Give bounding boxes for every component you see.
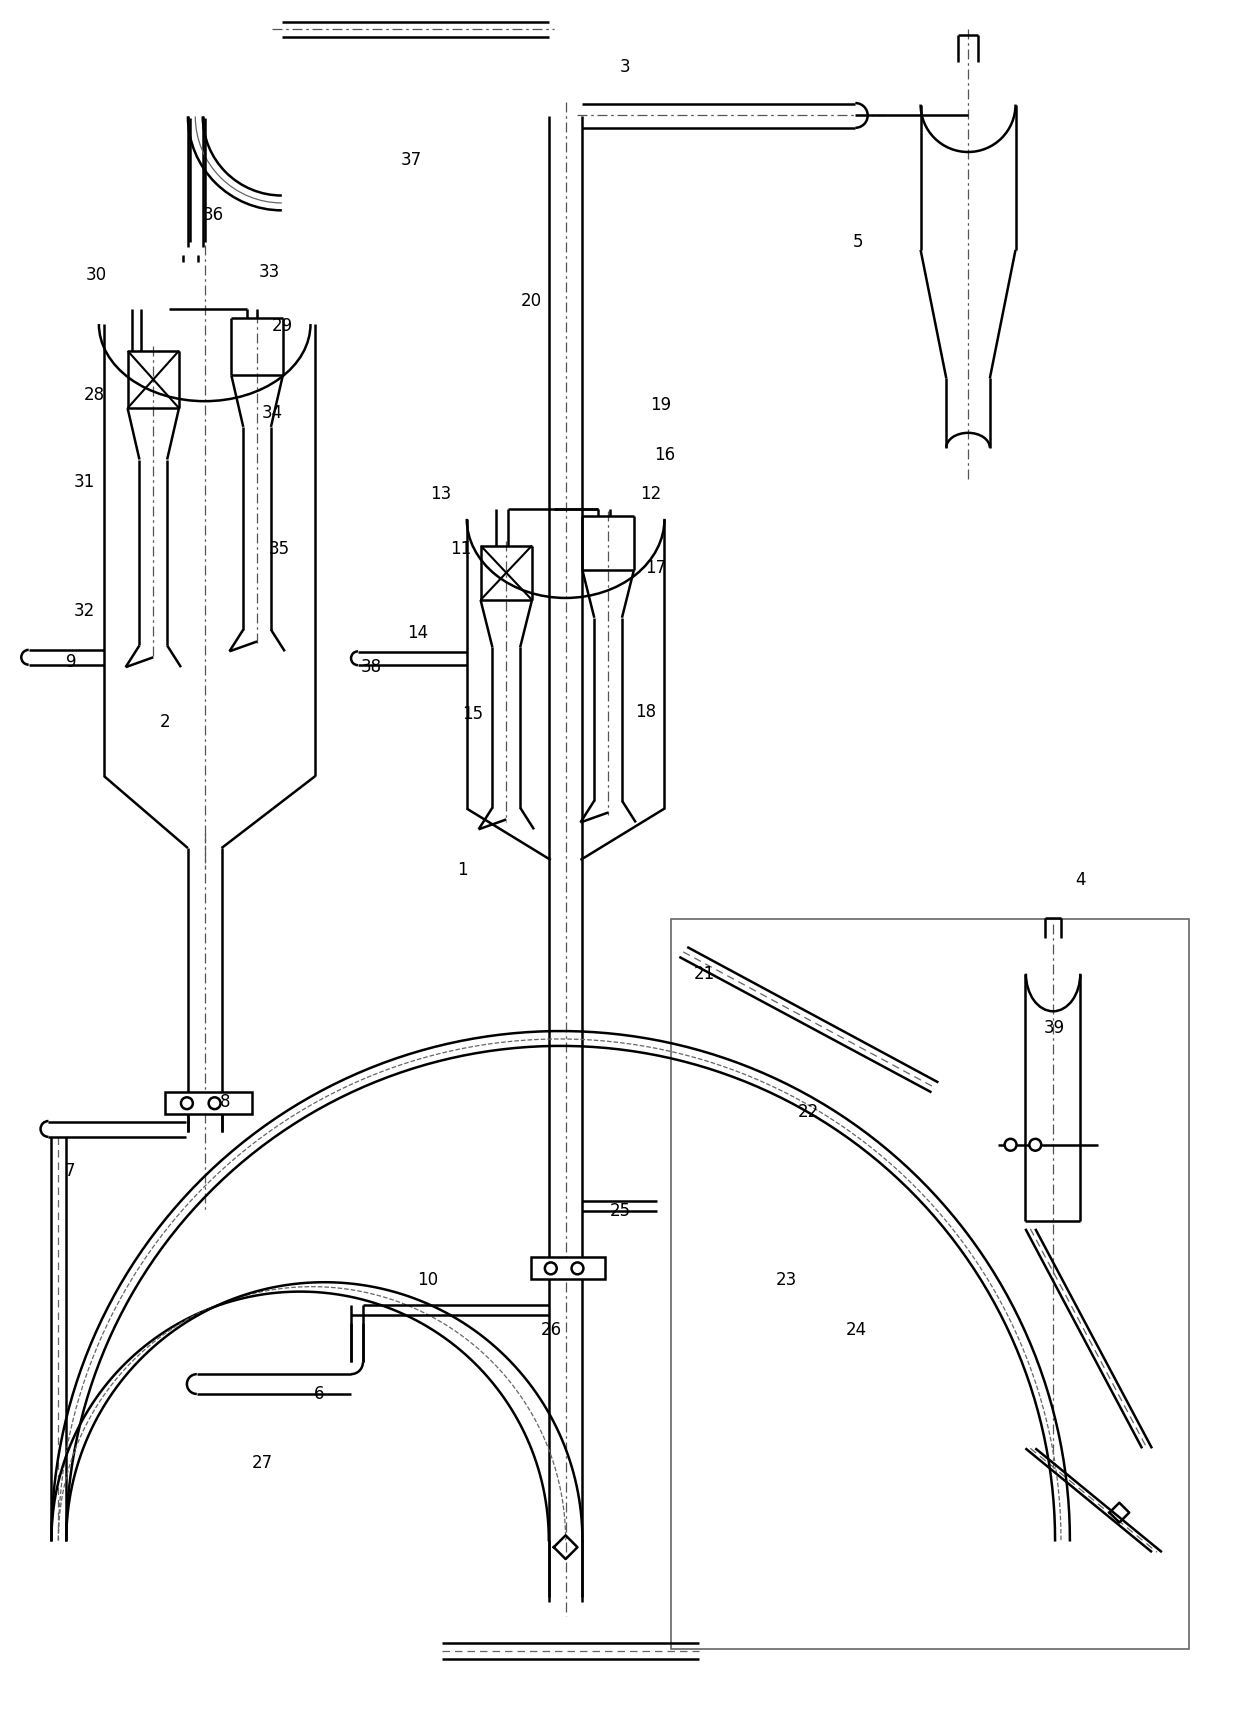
Circle shape [208, 1098, 221, 1110]
Text: 32: 32 [74, 601, 95, 620]
Text: 26: 26 [541, 1321, 562, 1338]
Text: 34: 34 [262, 404, 283, 423]
Text: 28: 28 [84, 387, 105, 404]
Text: 20: 20 [521, 292, 542, 311]
Bar [531, 1258, 605, 1280]
Text: 1: 1 [456, 861, 467, 880]
Circle shape [1029, 1139, 1042, 1151]
Text: 6: 6 [314, 1385, 324, 1404]
Text: 3: 3 [620, 58, 631, 76]
Text: 30: 30 [86, 266, 107, 283]
Circle shape [572, 1263, 583, 1275]
Text: 19: 19 [650, 397, 671, 414]
Text: 33: 33 [259, 263, 280, 280]
Text: 9: 9 [66, 653, 77, 672]
Text: 5: 5 [852, 234, 863, 251]
Text: 7: 7 [64, 1163, 74, 1180]
Text: 25: 25 [610, 1203, 631, 1220]
Text: 14: 14 [408, 624, 429, 641]
Text: 18: 18 [635, 703, 656, 720]
Text: 38: 38 [361, 658, 382, 677]
Text: 16: 16 [655, 445, 676, 464]
Circle shape [1004, 1139, 1017, 1151]
Text: 8: 8 [219, 1093, 231, 1112]
Text: 4: 4 [1075, 871, 1085, 888]
Text: 31: 31 [74, 472, 95, 491]
Text: 36: 36 [202, 206, 224, 225]
Text: 21: 21 [694, 966, 715, 983]
Text: 35: 35 [269, 539, 290, 558]
Text: 15: 15 [461, 704, 482, 723]
Circle shape [544, 1263, 557, 1275]
Text: 13: 13 [430, 484, 451, 503]
Text: 39: 39 [1043, 1019, 1064, 1038]
Text: 17: 17 [645, 560, 666, 577]
Bar [165, 1093, 252, 1113]
Text: 2: 2 [160, 713, 171, 730]
Text: 10: 10 [418, 1271, 439, 1288]
Text: 12: 12 [640, 484, 661, 503]
Circle shape [181, 1098, 193, 1110]
Text: 24: 24 [846, 1321, 867, 1338]
Bar [671, 919, 1189, 1649]
Text: 11: 11 [450, 539, 471, 558]
Text: 27: 27 [252, 1453, 273, 1472]
Text: 22: 22 [799, 1103, 820, 1122]
Text: 29: 29 [272, 318, 293, 335]
Text: 37: 37 [401, 151, 422, 168]
Text: 23: 23 [776, 1271, 797, 1288]
